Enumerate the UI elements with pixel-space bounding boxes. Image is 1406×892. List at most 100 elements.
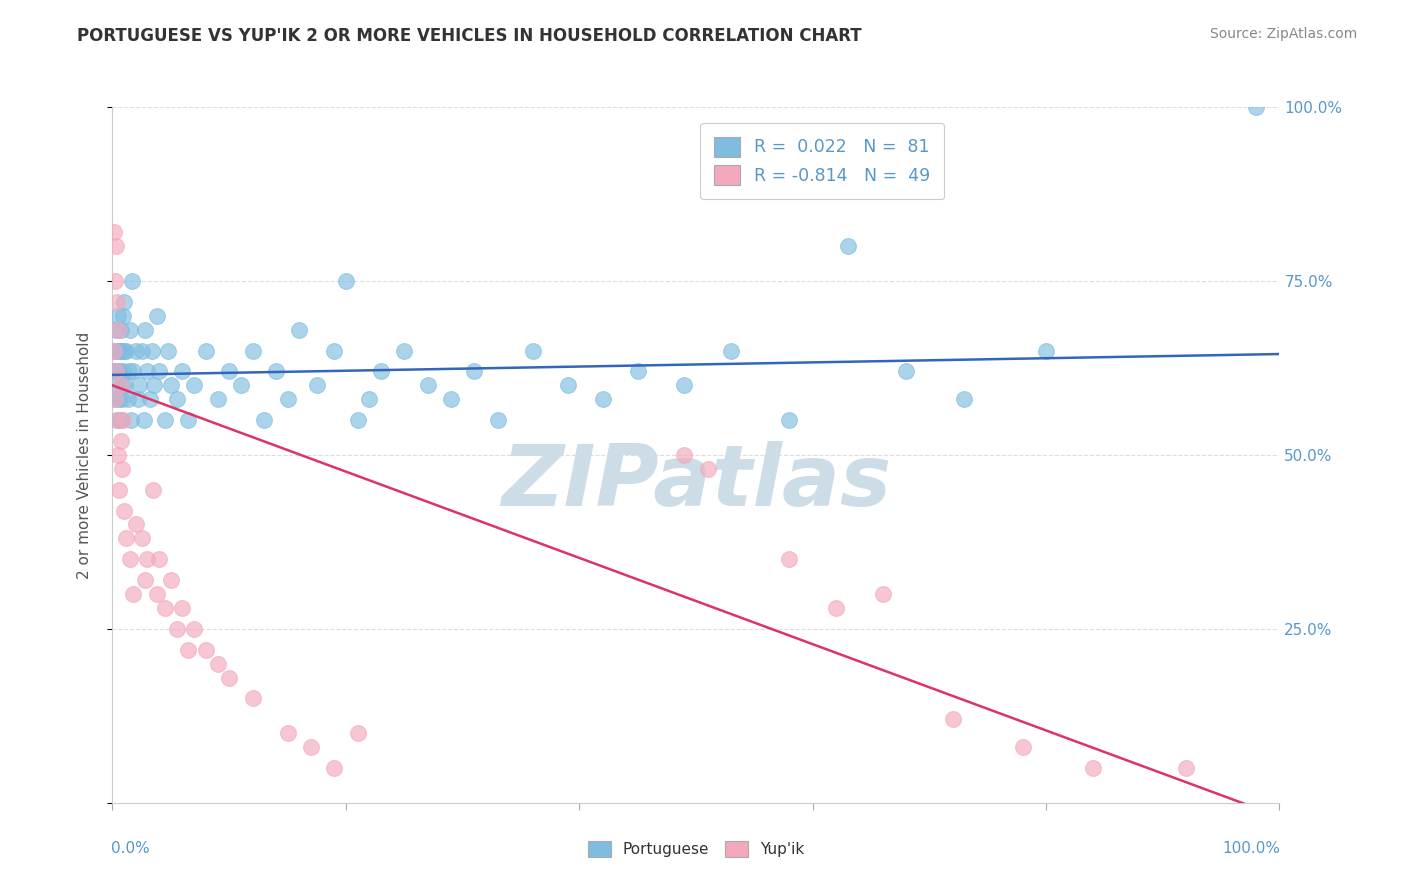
Text: Source: ZipAtlas.com: Source: ZipAtlas.com: [1209, 27, 1357, 41]
Point: [825, 601, 848, 615]
Point: [104, 392, 127, 407]
Point: [1011, 740, 1033, 755]
Text: 0.0%: 0.0%: [111, 841, 150, 856]
Point: [394, 343, 416, 358]
Point: [107, 309, 129, 323]
Point: [696, 462, 718, 476]
Point: [111, 392, 134, 407]
Point: [132, 413, 155, 427]
Point: [105, 413, 128, 427]
Point: [108, 483, 131, 497]
Point: [107, 323, 129, 337]
Point: [120, 413, 142, 427]
Point: [136, 364, 159, 378]
Point: [105, 294, 128, 309]
Point: [108, 392, 131, 407]
Point: [118, 364, 141, 378]
Point: [153, 413, 176, 427]
Point: [153, 601, 176, 615]
Point: [103, 225, 125, 239]
Point: [522, 343, 544, 358]
Point: [148, 552, 170, 566]
Point: [157, 343, 180, 358]
Point: [177, 642, 200, 657]
Point: [335, 274, 357, 288]
Point: [121, 274, 143, 288]
Point: [104, 274, 127, 288]
Point: [346, 726, 368, 740]
Point: [136, 552, 159, 566]
Point: [778, 413, 800, 427]
Point: [673, 378, 696, 392]
Point: [128, 378, 150, 392]
Point: [463, 364, 485, 378]
Point: [104, 343, 127, 358]
Point: [346, 413, 368, 427]
Point: [111, 413, 134, 427]
Point: [122, 587, 145, 601]
Point: [264, 364, 287, 378]
Point: [114, 378, 136, 392]
Point: [486, 413, 509, 427]
Point: [146, 587, 169, 601]
Point: [778, 552, 800, 566]
Legend: Portuguese, Yup'ik: Portuguese, Yup'ik: [581, 833, 811, 864]
Point: [117, 392, 139, 407]
Point: [160, 378, 183, 392]
Point: [207, 657, 229, 671]
Point: [207, 392, 229, 407]
Point: [108, 364, 131, 378]
Point: [370, 364, 392, 378]
Point: [143, 378, 166, 392]
Y-axis label: 2 or more Vehicles in Household: 2 or more Vehicles in Household: [77, 331, 91, 579]
Point: [111, 309, 134, 323]
Point: [127, 392, 149, 407]
Point: [122, 364, 145, 378]
Point: [142, 483, 165, 497]
Point: [134, 573, 156, 587]
Point: [557, 378, 579, 392]
Point: [288, 323, 311, 337]
Point: [953, 392, 976, 407]
Point: [627, 364, 650, 378]
Point: [131, 532, 153, 546]
Point: [141, 343, 163, 358]
Point: [110, 343, 132, 358]
Point: [276, 392, 298, 407]
Point: [160, 573, 183, 587]
Point: [183, 378, 205, 392]
Point: [323, 343, 346, 358]
Point: [242, 691, 264, 706]
Point: [872, 587, 894, 601]
Point: [177, 413, 200, 427]
Point: [194, 642, 217, 657]
Point: [107, 343, 129, 358]
Point: [166, 392, 188, 407]
Point: [112, 294, 135, 309]
Point: [115, 343, 138, 358]
Point: [183, 622, 205, 636]
Point: [139, 392, 162, 407]
Point: [105, 378, 128, 392]
Point: [131, 343, 153, 358]
Point: [1081, 761, 1104, 775]
Point: [242, 343, 264, 358]
Point: [148, 364, 170, 378]
Point: [125, 343, 148, 358]
Point: [104, 323, 127, 337]
Point: [440, 392, 463, 407]
Point: [166, 622, 188, 636]
Point: [172, 601, 194, 615]
Point: [894, 364, 917, 378]
Point: [125, 517, 148, 532]
Point: [104, 364, 127, 378]
Point: [111, 378, 134, 392]
Point: [218, 364, 240, 378]
Point: [104, 364, 127, 378]
Text: ZIPatlas: ZIPatlas: [501, 442, 891, 524]
Point: [104, 392, 127, 407]
Point: [118, 552, 141, 566]
Point: [110, 378, 132, 392]
Point: [134, 323, 156, 337]
Point: [111, 462, 134, 476]
